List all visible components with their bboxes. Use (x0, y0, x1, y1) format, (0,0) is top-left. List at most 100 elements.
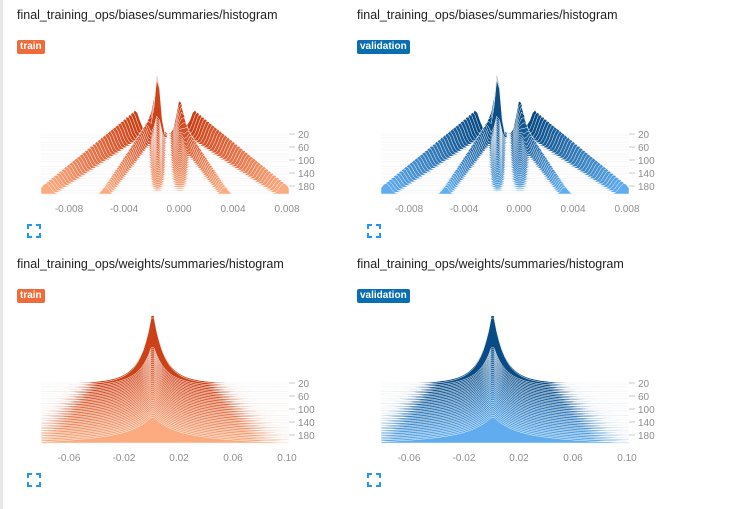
histogram-slice (380, 77, 630, 136)
y-tick-label: 140 (638, 418, 655, 429)
x-tick-label: 0.004 (560, 204, 585, 215)
run-badge: validation (357, 289, 410, 303)
run-badge: validation (357, 40, 410, 54)
histogram-slice (380, 157, 630, 174)
histogram-slice (381, 74, 629, 135)
histogram-slice (380, 183, 630, 195)
histogram-slice (40, 122, 290, 145)
y-tick-label: 140 (298, 169, 315, 180)
histogram-slice (380, 179, 630, 191)
histogram-slice (40, 120, 290, 143)
histogram-slice (380, 79, 630, 138)
x-tick-label: 0.06 (223, 453, 243, 464)
histogram-slice (380, 177, 630, 190)
histogram-slice (40, 177, 290, 190)
fullscreen-icon[interactable] (367, 473, 381, 487)
y-axis: 20 60 100 140 180 (629, 130, 655, 193)
y-tick-label: 140 (638, 169, 655, 180)
x-tick-label: 0.06 (563, 453, 583, 464)
histogram-card: final_training_ops/biases/summaries/hist… (357, 8, 692, 248)
card-title: final_training_ops/weights/summaries/his… (17, 257, 284, 271)
x-tick-label: 0.000 (166, 204, 191, 215)
histogram-card: final_training_ops/weights/summaries/his… (17, 257, 352, 497)
histogram-slice (40, 175, 290, 188)
y-axis: 20 60 100 140 180 (629, 379, 655, 442)
histogram-slice (380, 366, 630, 403)
histogram-slice (380, 172, 630, 186)
histogram-chart: -0.008 -0.004 0.000 0.004 0.008 20 60 100 140 180 (40, 74, 315, 215)
y-tick-label: 60 (298, 143, 310, 154)
x-tick-label: 0.000 (506, 204, 531, 215)
x-tick-label: -0.02 (453, 453, 476, 464)
fullscreen-icon[interactable] (27, 473, 41, 487)
histogram-slices (380, 74, 630, 195)
histogram-slice (380, 111, 630, 140)
histogram-slice (380, 417, 630, 444)
y-tick-label: 20 (298, 379, 310, 390)
y-tick-label: 180 (298, 182, 315, 193)
histogram-slice (380, 128, 630, 150)
histogram-slice (380, 120, 630, 143)
y-tick-label: 60 (298, 392, 310, 403)
histogram-slice (381, 153, 629, 171)
run-badge: train (17, 40, 45, 54)
x-tick-label: 0.02 (509, 453, 529, 464)
histogram-slice (40, 359, 290, 397)
histogram-chart: -0.06 -0.02 0.02 0.06 0.10 20 60 100 140 180 (40, 315, 315, 464)
histogram-chart: -0.06 -0.02 0.02 0.06 0.10 20 60 100 140 180 (380, 315, 655, 464)
histogram-slice (40, 77, 290, 136)
y-tick-label: 20 (638, 379, 650, 390)
histogram-slices (380, 315, 630, 444)
card-title: final_training_ops/biases/summaries/hist… (357, 8, 618, 22)
x-tick-label: 0.10 (617, 453, 637, 464)
x-tick-label: 0.02 (169, 453, 189, 464)
x-tick-label: 0.004 (220, 204, 245, 215)
card-title: final_training_ops/weights/summaries/his… (357, 257, 624, 271)
x-tick-label: 0.10 (277, 453, 297, 464)
histogram-slice (380, 361, 630, 399)
run-badge: train (17, 289, 45, 303)
histogram-slice (40, 126, 290, 148)
x-tick-label: 0.008 (274, 204, 299, 215)
histogram-slices (40, 315, 290, 444)
histogram-slices (40, 74, 290, 195)
histogram-card: final_training_ops/weights/summaries/his… (357, 257, 692, 497)
histogram-card: final_training_ops/biases/summaries/hist… (17, 8, 352, 248)
y-tick-label: 100 (638, 405, 655, 416)
y-tick-label: 60 (638, 143, 650, 154)
x-tick-label: -0.06 (398, 453, 421, 464)
histogram-slice (40, 157, 290, 174)
y-axis: 20 60 100 140 180 (289, 379, 315, 442)
histogram-slice (40, 117, 290, 142)
histogram-slice (41, 153, 289, 171)
histogram-slice (381, 124, 629, 147)
histogram-slice (40, 179, 290, 191)
y-tick-label: 60 (638, 392, 650, 403)
x-tick-label: -0.004 (450, 204, 479, 215)
x-tick-label: -0.008 (395, 204, 424, 215)
histogram-slice (380, 122, 630, 145)
x-axis: -0.06 -0.02 0.02 0.06 0.10 (398, 453, 638, 464)
fullscreen-icon[interactable] (367, 224, 381, 238)
y-tick-label: 180 (638, 431, 655, 442)
x-tick-label: 0.008 (614, 204, 639, 215)
y-tick-label: 20 (638, 130, 650, 141)
x-tick-label: -0.008 (55, 204, 84, 215)
histogram-slice (40, 417, 290, 444)
x-axis: -0.008 -0.004 0.000 0.004 0.008 (395, 204, 640, 215)
histogram-slice (41, 124, 289, 147)
y-tick-label: 100 (298, 405, 315, 416)
y-tick-label: 180 (638, 182, 655, 193)
histogram-slice (40, 155, 290, 172)
histogram-slice (40, 366, 290, 403)
card-title: final_training_ops/biases/summaries/hist… (17, 8, 278, 22)
histogram-slice (380, 155, 630, 172)
y-tick-label: 20 (298, 130, 310, 141)
histogram-slice (380, 359, 630, 397)
histogram-slice (40, 361, 290, 399)
histogram-slice (40, 79, 290, 138)
x-axis: -0.008 -0.004 0.000 0.004 0.008 (55, 204, 300, 215)
histogram-chart: -0.008 -0.004 0.000 0.004 0.008 20 60 100 140 180 (380, 74, 655, 215)
histogram-slice (40, 183, 290, 195)
fullscreen-icon[interactable] (27, 224, 41, 238)
